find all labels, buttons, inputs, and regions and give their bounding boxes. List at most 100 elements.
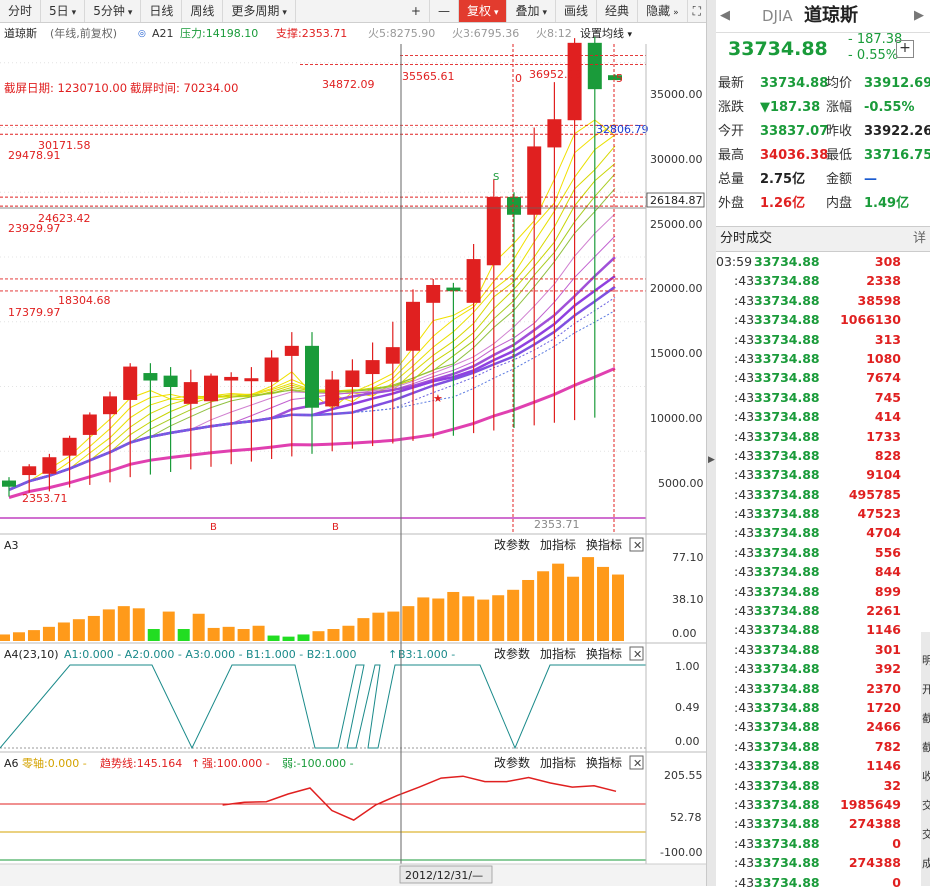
a3-bar xyxy=(387,611,400,641)
hide-button[interactable]: 隐藏» xyxy=(638,0,688,22)
a6-axis-tick: 52.78 xyxy=(670,811,702,824)
trade-row: :43 33734.88 556 xyxy=(716,543,921,562)
side-tab[interactable]: 截 xyxy=(922,741,930,754)
trade-volume: 2466 xyxy=(866,719,901,735)
side-tab[interactable]: 成 xyxy=(922,857,930,870)
a3-bar xyxy=(507,589,520,641)
trade-row: :43 33734.88 4704 xyxy=(716,523,921,542)
draw-line-button[interactable]: 画线 xyxy=(556,0,598,22)
level-label: 17379.97 xyxy=(8,306,61,319)
trade-volume: 844 xyxy=(874,564,901,580)
a3-bar xyxy=(57,622,70,641)
trade-time: :43 xyxy=(734,874,755,890)
trade-price: 33734.88 xyxy=(754,796,820,812)
tab-weekly[interactable]: 周线 xyxy=(182,0,224,22)
a3-bar xyxy=(117,606,130,641)
huo5-value: 火5:8275.90 xyxy=(368,27,436,40)
modify-params-button[interactable]: 改参数 xyxy=(494,755,530,770)
adjust-button[interactable]: 复权 ▾ xyxy=(458,0,508,22)
price-change: - 187.38 xyxy=(848,32,903,47)
modify-params-button[interactable]: 改参数 xyxy=(494,537,530,552)
huo3-value: 火3:6795.36 xyxy=(452,27,520,40)
kline-chart[interactable]: 截屏日期: 1230710.00 截屏时间: 70234.00 34872.09… xyxy=(0,0,706,886)
a3-bar xyxy=(282,636,295,641)
tab-5min[interactable]: 5分钟 ▾ xyxy=(85,0,142,22)
side-tab[interactable]: 收 xyxy=(922,770,930,783)
switch-indicator-button[interactable]: 换指标 xyxy=(586,755,622,770)
add-watchlist-icon[interactable]: + xyxy=(896,40,914,58)
tab-more-periods[interactable]: 更多周期 ▾ xyxy=(223,0,296,22)
chevron-down-icon: ▾ xyxy=(127,8,133,18)
trade-row: :43 33734.88 1080 xyxy=(716,349,921,368)
trade-price: 33734.88 xyxy=(754,622,820,638)
a3-bar xyxy=(552,563,565,641)
ma-settings-button[interactable]: 设置均线 ▾ xyxy=(580,24,635,45)
trade-price: 33734.88 xyxy=(754,486,820,502)
side-tab[interactable]: 明 xyxy=(922,654,930,667)
tab-intraday[interactable]: 分时 xyxy=(0,0,42,22)
trade-price: 33734.88 xyxy=(754,312,820,328)
switch-indicator-button[interactable]: 换指标 xyxy=(586,537,622,552)
a3-bar xyxy=(0,634,10,641)
switch-indicator-button[interactable]: 换指标 xyxy=(586,646,622,661)
chevron-down-icon: ▾ xyxy=(627,30,633,40)
fullscreen-icon[interactable]: ⛶ xyxy=(692,4,701,18)
overlay-button[interactable]: 叠加 ▾ xyxy=(507,0,557,22)
side-tab[interactable]: 交 xyxy=(922,828,930,841)
close-panel-button[interactable] xyxy=(629,646,644,661)
side-tab[interactable]: 截 xyxy=(922,712,930,725)
trade-price: 33734.88 xyxy=(754,254,820,269)
side-tab[interactable]: 交 xyxy=(922,799,930,812)
trade-time: 03:59 xyxy=(716,254,753,269)
a3-bar xyxy=(357,618,370,641)
trade-volume: 414 xyxy=(874,409,901,425)
classic-button[interactable]: 经典 xyxy=(597,0,639,22)
collapse-arrow-icon[interactable]: ▶ xyxy=(708,455,715,465)
panel-a6: A6 零轴:0.000 - 趋势线:145.164 ↑ 强:100.000 - … xyxy=(0,751,706,861)
adjust-label: 复权 xyxy=(466,4,491,18)
trade-volume: 0 xyxy=(892,874,901,890)
close-panel-button[interactable] xyxy=(629,537,644,552)
modify-params-button[interactable]: 改参数 xyxy=(494,646,530,661)
trade-price: 33734.88 xyxy=(754,699,820,715)
side-tabs[interactable]: 明开截截收交交成 xyxy=(921,632,930,886)
a3-bar xyxy=(312,631,325,641)
indicator-name: A21 xyxy=(152,27,174,40)
candle-body xyxy=(244,378,259,382)
trade-time: :43 xyxy=(734,661,755,677)
trade-row: :43 33734.88 2370 xyxy=(716,679,921,698)
a3-bar xyxy=(147,629,160,641)
trade-row: :43 33734.88 0 xyxy=(716,834,921,853)
add-indicator-button[interactable]: 加指标 xyxy=(540,755,576,770)
quote-value: 1.26亿 xyxy=(760,196,806,211)
trade-price: 33734.88 xyxy=(754,409,820,425)
add-indicator-button[interactable]: 加指标 xyxy=(540,646,576,661)
tab-5day[interactable]: 5日 ▾ xyxy=(41,0,86,22)
trade-price: 33734.88 xyxy=(754,525,820,541)
trade-row: :43 33734.88 1733 xyxy=(716,427,921,446)
candle-body xyxy=(486,196,501,266)
trades-detail-button[interactable]: 详 xyxy=(912,231,926,246)
zoom-out-button[interactable]: — xyxy=(430,0,459,22)
next-security-icon[interactable]: ▶ xyxy=(914,8,924,23)
chevron-down-icon: ▾ xyxy=(493,8,499,18)
prev-security-icon[interactable]: ◀ xyxy=(720,8,730,23)
side-tab[interactable]: 开 xyxy=(922,683,930,696)
candle-body xyxy=(426,284,441,303)
candle-body xyxy=(82,414,97,435)
candle-body xyxy=(163,375,178,388)
add-indicator-button[interactable]: 加指标 xyxy=(540,537,576,552)
trade-time: :43 xyxy=(734,350,755,366)
quote-key: 最低 xyxy=(826,148,853,163)
trade-time: :43 xyxy=(734,389,755,405)
quote-value: 2.75亿 xyxy=(760,172,806,187)
zoom-in-button[interactable]: + xyxy=(403,0,430,22)
quote-value: ▼187.38 xyxy=(760,100,821,115)
current-axis-price: 26184.87 xyxy=(650,194,703,207)
tab-daily[interactable]: 日线 xyxy=(141,0,183,22)
a4-axis-tick: 0.49 xyxy=(675,701,700,714)
trade-row: :43 33734.88 32 xyxy=(716,776,921,795)
trade-time: :43 xyxy=(734,525,755,541)
close-panel-button[interactable] xyxy=(629,755,644,770)
a3-bar xyxy=(27,630,40,641)
